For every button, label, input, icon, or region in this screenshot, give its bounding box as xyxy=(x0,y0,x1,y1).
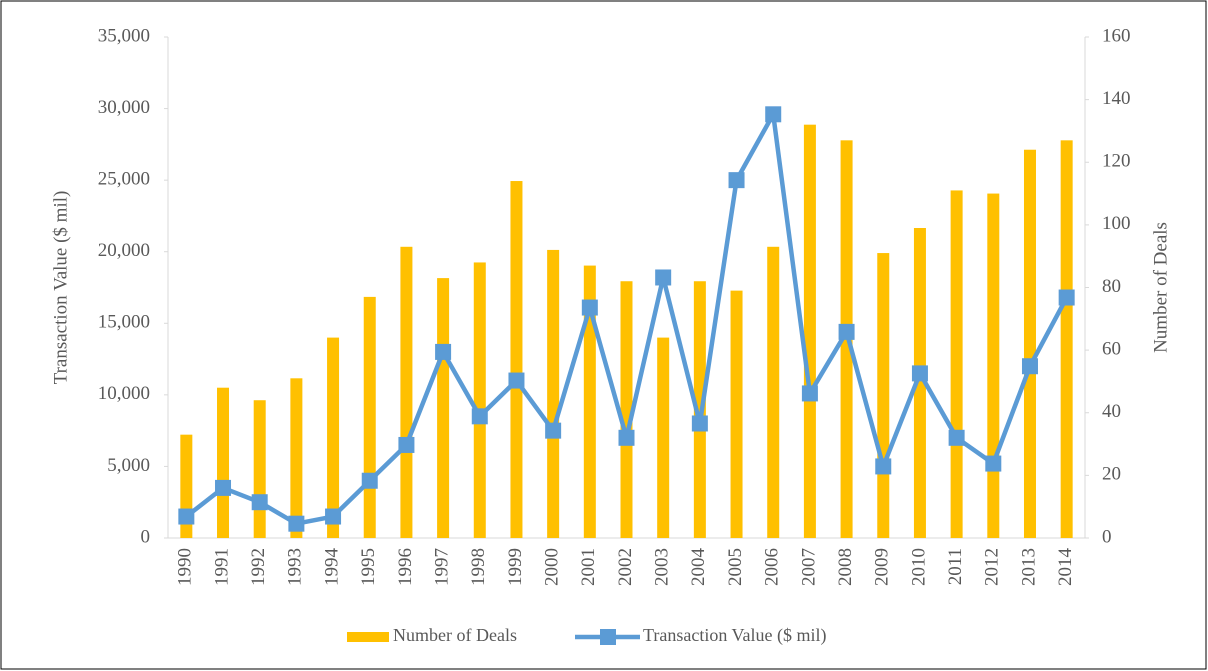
x-tick-label: 2003 xyxy=(652,548,673,586)
bar xyxy=(510,181,523,538)
x-tick-label: 2014 xyxy=(1055,548,1076,587)
marker xyxy=(801,385,818,402)
bar xyxy=(437,278,450,538)
y2-tick-label: 0 xyxy=(1102,526,1112,547)
bar xyxy=(1060,140,1073,539)
marker xyxy=(251,494,268,511)
y2-tick-label: 60 xyxy=(1102,338,1121,359)
marker xyxy=(471,408,488,425)
marker xyxy=(728,172,745,189)
y2-tick-label: 40 xyxy=(1102,401,1121,422)
x-tick-label: 1999 xyxy=(505,548,526,586)
x-tick-label: 2012 xyxy=(982,548,1003,586)
bar xyxy=(657,337,670,538)
y-tick-label: 15,000 xyxy=(98,312,150,333)
bar xyxy=(327,337,340,538)
legend-label: Number of Deals xyxy=(393,625,517,645)
marker xyxy=(1021,358,1038,375)
bar xyxy=(290,378,303,538)
y-tick-label: 20,000 xyxy=(98,240,150,261)
marker xyxy=(178,508,195,525)
marker xyxy=(691,415,708,432)
bar xyxy=(547,249,560,539)
y2-tick-label: 140 xyxy=(1102,88,1131,109)
y2-tick-label: 120 xyxy=(1102,151,1131,172)
legend-swatch xyxy=(600,629,616,645)
x-tick-label: 2005 xyxy=(725,548,746,586)
x-tick-label: 2001 xyxy=(578,548,599,586)
y-tick-label: 10,000 xyxy=(98,383,150,404)
x-tick-label: 2000 xyxy=(541,548,562,586)
bar xyxy=(363,296,376,538)
marker xyxy=(838,323,855,340)
y2-tick-label: 160 xyxy=(1102,25,1131,46)
marker xyxy=(508,372,525,389)
x-tick-label: 1996 xyxy=(395,548,416,586)
legend-label: Transaction Value ($ mil) xyxy=(643,625,826,646)
bar xyxy=(877,253,890,538)
x-tick-label: 1991 xyxy=(211,548,232,586)
marker xyxy=(361,472,378,489)
y-tick-label: 25,000 xyxy=(98,169,150,190)
x-tick-label: 1995 xyxy=(358,548,379,586)
x-tick-label: 1997 xyxy=(431,548,452,586)
x-tick-label: 1994 xyxy=(321,548,342,587)
x-tick-label: 2013 xyxy=(1018,548,1039,586)
y2-tick-label: 20 xyxy=(1102,464,1121,485)
x-tick-label: 2010 xyxy=(908,548,929,586)
x-tick-label: 2008 xyxy=(835,548,856,586)
marker xyxy=(398,436,415,453)
marker xyxy=(618,429,635,446)
marker xyxy=(215,479,232,496)
marker xyxy=(581,299,598,316)
marker xyxy=(985,455,1002,472)
y-tick-label: 35,000 xyxy=(98,25,150,46)
y2-axis-label: Number of Deals xyxy=(1150,222,1171,353)
x-tick-label: 2009 xyxy=(872,548,893,586)
bar xyxy=(253,400,266,538)
marker xyxy=(325,508,342,525)
marker xyxy=(655,269,672,286)
y-tick-label: 0 xyxy=(141,526,151,547)
y-tick-label: 5,000 xyxy=(107,455,150,476)
bar xyxy=(217,387,230,538)
x-tick-label: 1990 xyxy=(175,548,196,586)
marker xyxy=(435,343,452,360)
y2-tick-label: 80 xyxy=(1102,276,1121,297)
bar xyxy=(730,290,743,538)
bar xyxy=(620,281,633,538)
marker xyxy=(288,515,305,532)
x-tick-label: 1993 xyxy=(285,548,306,586)
y-axis-label: Transaction Value ($ mil) xyxy=(50,191,71,385)
bar xyxy=(1023,149,1036,538)
marker xyxy=(911,365,928,382)
bar xyxy=(400,246,413,538)
bar xyxy=(950,190,963,538)
legend-swatch xyxy=(347,632,389,642)
x-tick-label: 1998 xyxy=(468,548,489,586)
marker xyxy=(545,422,562,439)
bar xyxy=(803,124,816,539)
marker xyxy=(948,429,965,446)
bar xyxy=(473,262,486,538)
marker xyxy=(765,106,782,123)
bar xyxy=(583,265,596,538)
bar xyxy=(987,193,1000,538)
bar xyxy=(767,246,780,538)
marker xyxy=(1058,289,1075,306)
x-tick-label: 2004 xyxy=(688,548,709,587)
bar xyxy=(913,228,926,538)
x-tick-label: 2006 xyxy=(762,548,783,586)
x-tick-label: 1992 xyxy=(248,548,269,586)
x-tick-label: 2011 xyxy=(945,548,966,585)
y-tick-label: 30,000 xyxy=(98,97,150,118)
y2-tick-label: 100 xyxy=(1102,213,1131,234)
x-tick-label: 2002 xyxy=(615,548,636,586)
marker xyxy=(875,458,892,475)
x-tick-label: 2007 xyxy=(798,548,819,586)
